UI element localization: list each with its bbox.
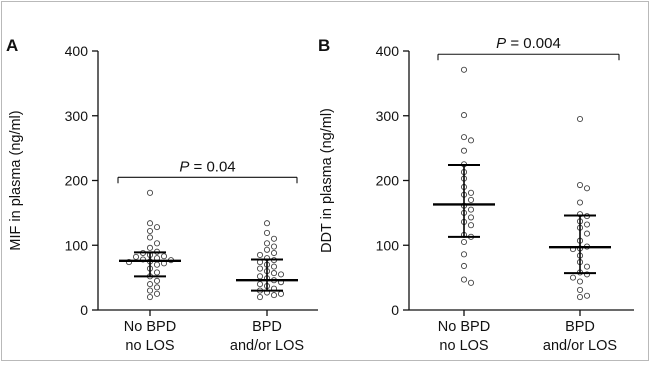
panel-letter: B: [318, 36, 330, 55]
data-point: [153, 261, 161, 268]
y-tick-label: 0: [80, 302, 88, 318]
data-point: [270, 263, 278, 270]
data-point: [460, 262, 468, 270]
data-point: [569, 274, 577, 281]
data-point: [583, 263, 591, 270]
data-point: [263, 220, 271, 227]
x-category-label: BPD: [565, 319, 595, 335]
data-point: [263, 240, 271, 247]
data-point: [467, 196, 475, 203]
y-tick-label: 200: [65, 173, 89, 189]
y-tick-label: 400: [65, 43, 89, 59]
y-tick-label: 300: [376, 108, 400, 124]
data-point: [460, 66, 468, 73]
data-point: [583, 221, 591, 228]
data-point: [146, 234, 154, 241]
data-point: [146, 293, 154, 301]
data-point: [583, 230, 591, 237]
y-axis-title: MIF in plasma (ng/ml): [8, 110, 24, 250]
data-point: [160, 253, 168, 260]
y-tick-label: 200: [376, 173, 400, 189]
x-category-label: No BPD: [124, 319, 176, 335]
data-point: [146, 227, 154, 235]
panel-letter: A: [6, 36, 18, 55]
data-point: [270, 235, 278, 242]
y-tick-label: 100: [65, 237, 89, 253]
x-category-label: BPD: [252, 319, 282, 335]
y-tick-label: 100: [376, 237, 400, 253]
significance-label: P = 0.04: [179, 158, 235, 175]
data-point: [153, 290, 161, 297]
data-point: [263, 229, 271, 236]
data-point: [576, 199, 584, 206]
data-point: [277, 290, 285, 297]
dot-plot-figure: A 0 100 200 300 400 MIF in plasma (ng/ml) No BP…: [6, 35, 634, 354]
data-point: [467, 206, 475, 213]
data-point: [467, 189, 475, 196]
data-point: [256, 273, 264, 280]
data-point: [256, 281, 264, 288]
panel-b: B 0 100 200 300 400 DDT in plasma (ng/ml) No BP…: [318, 35, 634, 354]
data-point: [460, 112, 468, 119]
x-category-label: no LOS: [439, 338, 488, 354]
significance-p-value: = 0.04: [189, 158, 235, 175]
panel-a: A 0 100 200 300 400 MIF in plasma (ng/ml) No BP…: [6, 36, 318, 354]
x-category-label: no LOS: [125, 338, 174, 354]
significance-p-symbol: P: [179, 158, 189, 175]
data-point: [576, 293, 584, 301]
data-point: [467, 137, 475, 144]
data-point: [270, 249, 278, 257]
significance-label: P = 0.004: [496, 35, 561, 52]
data-point: [467, 279, 475, 286]
x-category-label: and/or LOS: [230, 338, 304, 354]
x-category-label: and/or LOS: [543, 338, 617, 354]
data-point: [583, 292, 591, 299]
x-category-label: No BPD: [438, 319, 490, 335]
data-point: [256, 251, 264, 259]
data-point: [270, 243, 278, 250]
significance-p-value: = 0.004: [506, 35, 561, 52]
data-point: [153, 269, 161, 276]
data-point: [460, 238, 468, 246]
y-tick-label: 300: [65, 108, 89, 124]
y-tick-label: 0: [391, 302, 399, 318]
data-point: [460, 134, 468, 141]
data-point: [146, 189, 154, 196]
data-point: [277, 271, 285, 278]
data-point: [460, 276, 468, 283]
data-point: [460, 147, 468, 154]
data-point: [153, 224, 161, 231]
data-point: [270, 292, 278, 299]
data-point: [146, 220, 154, 227]
y-axis-title: DDT in plasma (ng/ml): [319, 108, 335, 253]
data-point: [576, 181, 584, 189]
data-point: [576, 278, 584, 285]
data-point: [132, 253, 140, 260]
data-point: [576, 286, 584, 293]
data-point: [256, 293, 264, 301]
data-point: [256, 265, 264, 272]
data-point: [467, 214, 475, 221]
data-point: [146, 287, 154, 294]
data-point: [146, 281, 154, 288]
data-point: [153, 240, 161, 247]
data-point: [153, 284, 161, 291]
data-point: [263, 246, 271, 253]
data-point: [467, 222, 475, 229]
data-point: [146, 244, 154, 251]
data-point: [460, 251, 468, 258]
data-point: [153, 277, 161, 284]
data-point: [576, 115, 584, 123]
y-tick-label: 400: [376, 43, 400, 59]
data-point: [583, 185, 591, 192]
significance-p-symbol: P: [496, 35, 506, 52]
data-point: [270, 270, 278, 277]
